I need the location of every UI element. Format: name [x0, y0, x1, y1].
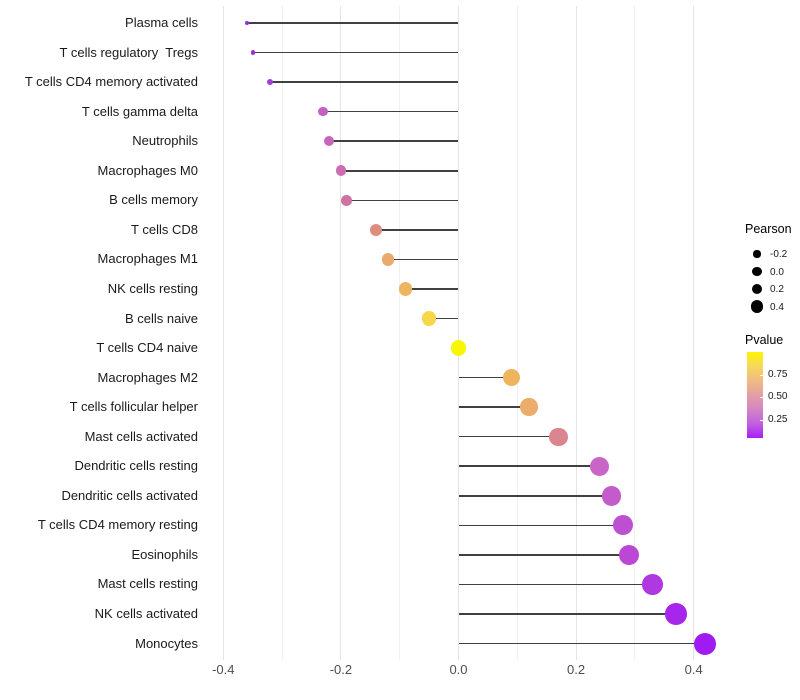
data-point-dot	[324, 136, 335, 147]
legend-pearson-key-label: 0.4	[770, 301, 784, 313]
data-point-dot	[601, 485, 622, 506]
y-axis-category-label: Eosinophils	[131, 546, 199, 562]
lollipop-stem	[329, 140, 459, 142]
y-axis-category-label: T cells CD4 naive	[96, 340, 198, 356]
legend-pearson-key-dot	[753, 250, 761, 258]
pvalue-bar-tick	[760, 374, 764, 376]
y-axis-category-label: T cells CD4 memory activated	[24, 74, 198, 90]
data-point-dot	[520, 398, 538, 416]
legend-pearson-key-label: 0.2	[770, 284, 784, 295]
data-point-dot	[502, 369, 520, 387]
gridline-major	[693, 6, 695, 660]
pvalue-gradient-bar	[747, 352, 763, 438]
pvalue-tick-label: 0.50	[768, 390, 788, 402]
lollipop-stem	[458, 583, 653, 586]
lollipop-stem	[346, 199, 459, 202]
data-point-dot	[450, 340, 467, 356]
pvalue-tick-label: 0.75	[768, 368, 788, 380]
lollipop-stem	[252, 51, 459, 54]
legend-pvalue-title: Pvalue	[745, 333, 784, 347]
legend-pearson-key-dot	[751, 283, 763, 295]
lollipop-stem	[387, 258, 459, 261]
lollipop-stem	[429, 317, 459, 320]
lollipop-stem	[246, 22, 459, 24]
x-axis-tick-label: -0.2	[329, 662, 353, 677]
x-axis-tick-label: -0.4	[212, 662, 235, 677]
lollipop-stem	[270, 81, 459, 83]
data-point-dot	[422, 311, 437, 326]
lollipop-stem	[405, 288, 459, 290]
y-axis-category-label: Mast cells resting	[97, 576, 198, 592]
data-point-dot	[613, 515, 634, 536]
data-point-dot	[398, 282, 413, 296]
x-axis-tick-label: 0.0	[449, 662, 468, 677]
gridline-major	[222, 6, 224, 660]
y-axis-category-label: Macrophages M2	[97, 369, 198, 385]
gridline-minor	[399, 6, 401, 660]
legend-pearson-key-dot	[752, 266, 762, 277]
data-point-dot	[694, 632, 717, 655]
y-axis-category-label: T cells regulatory Tregs	[59, 44, 198, 60]
x-axis-tick-label: 0.2	[567, 662, 586, 677]
y-axis-category-label: Mast cells activated	[84, 428, 198, 444]
lollipop-stem	[458, 435, 559, 438]
lollipop-stem	[376, 229, 459, 231]
lollipop-stem	[323, 110, 459, 113]
lollipop-stem	[340, 169, 459, 172]
y-axis-category-label: Plasma cells	[125, 15, 198, 30]
y-axis-category-label: Dendritic cells activated	[61, 487, 198, 503]
data-point-dot	[381, 253, 395, 266]
gridline-minor	[516, 6, 518, 660]
data-point-dot	[244, 21, 249, 25]
y-axis-category-label: Macrophages M1	[97, 251, 198, 267]
lollipop-stem	[458, 613, 677, 615]
data-point-dot	[549, 427, 568, 446]
y-axis-category-label: T cells CD4 memory resting	[37, 517, 198, 533]
y-axis-category-label: Dendritic cells resting	[74, 458, 198, 474]
lollipop-stem	[458, 376, 512, 379]
data-point-dot	[618, 544, 640, 565]
gridline-minor	[281, 6, 283, 660]
gridline-major	[575, 6, 577, 660]
y-axis-category-label: T cells gamma delta	[81, 103, 198, 119]
pvalue-bar-tick	[760, 396, 764, 398]
y-axis-category-label: NK cells activated	[94, 606, 198, 621]
data-point-dot	[267, 79, 274, 86]
pvalue-bar-tick	[760, 419, 764, 421]
data-point-dot	[341, 194, 353, 206]
data-point-dot	[665, 603, 687, 625]
data-point-dot	[370, 223, 383, 236]
y-axis-category-label: B cells memory	[109, 192, 198, 208]
y-axis-category-label: Neutrophils	[132, 133, 198, 149]
lollipop-stem	[458, 554, 630, 556]
gridline-major	[458, 6, 459, 660]
data-point-dot	[335, 165, 347, 176]
gridline-minor	[634, 6, 636, 660]
gridline-major	[340, 6, 342, 660]
pvalue-tick-label: 0.25	[768, 413, 788, 425]
data-point-dot	[642, 574, 663, 595]
x-axis-tick-label: 0.4	[684, 662, 703, 677]
legend-pearson-title: Pearson	[745, 222, 792, 236]
legend-pearson-key-label: -0.2	[770, 249, 788, 260]
legend-pearson-key-label: 0.0	[770, 266, 784, 278]
y-axis-category-label: B cells naive	[125, 310, 198, 326]
y-axis-category-label: Monocytes	[135, 635, 198, 651]
lollipop-stem	[458, 465, 600, 468]
lollipop-stem	[458, 495, 612, 497]
data-point-dot	[318, 106, 329, 117]
lollipop-stem	[458, 524, 624, 527]
y-axis-category-label: T cells CD8	[131, 221, 198, 237]
legend-pearson-key-dot	[750, 300, 764, 313]
data-point-dot	[250, 50, 255, 55]
y-axis-category-label: T cells follicular helper	[69, 399, 198, 415]
lollipop-stem	[458, 406, 530, 408]
y-axis-category-label: Macrophages M0	[97, 162, 198, 178]
y-axis-category-label: NK cells resting	[107, 280, 198, 296]
lollipop-stem	[458, 642, 706, 645]
data-point-dot	[589, 456, 610, 476]
